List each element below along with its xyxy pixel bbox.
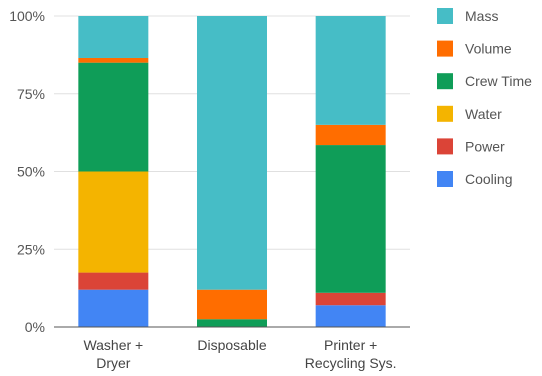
bar-segment-water [78,171,149,273]
bar-segment-power [78,272,149,290]
y-tick-label: 25% [17,241,45,257]
y-axis: 0% 25% 50% 75% 100% [9,8,45,335]
bar-segment-crew-time [78,62,149,172]
bar-segment-volume [197,289,267,320]
bar-segment-mass [315,16,386,125]
legend-swatch-water [437,105,453,122]
legend: Mass Volume Crew Time Water Power Cooling [437,8,532,187]
bar-segment-power [315,292,386,306]
x-tick-label: Printer + Recycling Sys. [305,337,397,371]
bar-segment-volume [315,124,386,146]
legend-label: Cooling [465,171,512,187]
y-tick-label: 100% [9,8,45,24]
legend-swatch-volume [437,40,453,57]
legend-swatch-crew-time [437,73,453,90]
legend-label: Water [465,106,502,122]
bar-segment-cooling [315,305,386,327]
bar-segment-mass [78,16,149,58]
legend-label: Mass [465,8,498,24]
bar-segment-volume [78,57,149,63]
legend-label: Crew Time [465,73,532,89]
legend-label: Power [465,138,505,154]
y-tick-label: 50% [17,164,45,180]
bar-segment-crew-time [197,319,267,327]
bar-segment-mass [197,16,267,290]
legend-swatch-mass [437,8,453,24]
bar-segment-cooling [78,289,149,327]
y-tick-label: 75% [17,86,45,102]
x-tick-label: Disposable [197,337,266,353]
legend-swatch-cooling [437,171,453,187]
bar-segment-crew-time [315,145,386,293]
x-axis: Washer + Dryer Disposable Printer + Recyclin… [54,326,410,371]
bars [78,16,386,327]
x-tick-label: Washer + Dryer [83,337,143,371]
legend-label: Volume [465,41,512,57]
y-tick-label: 0% [25,319,45,335]
legend-swatch-power [437,138,453,155]
